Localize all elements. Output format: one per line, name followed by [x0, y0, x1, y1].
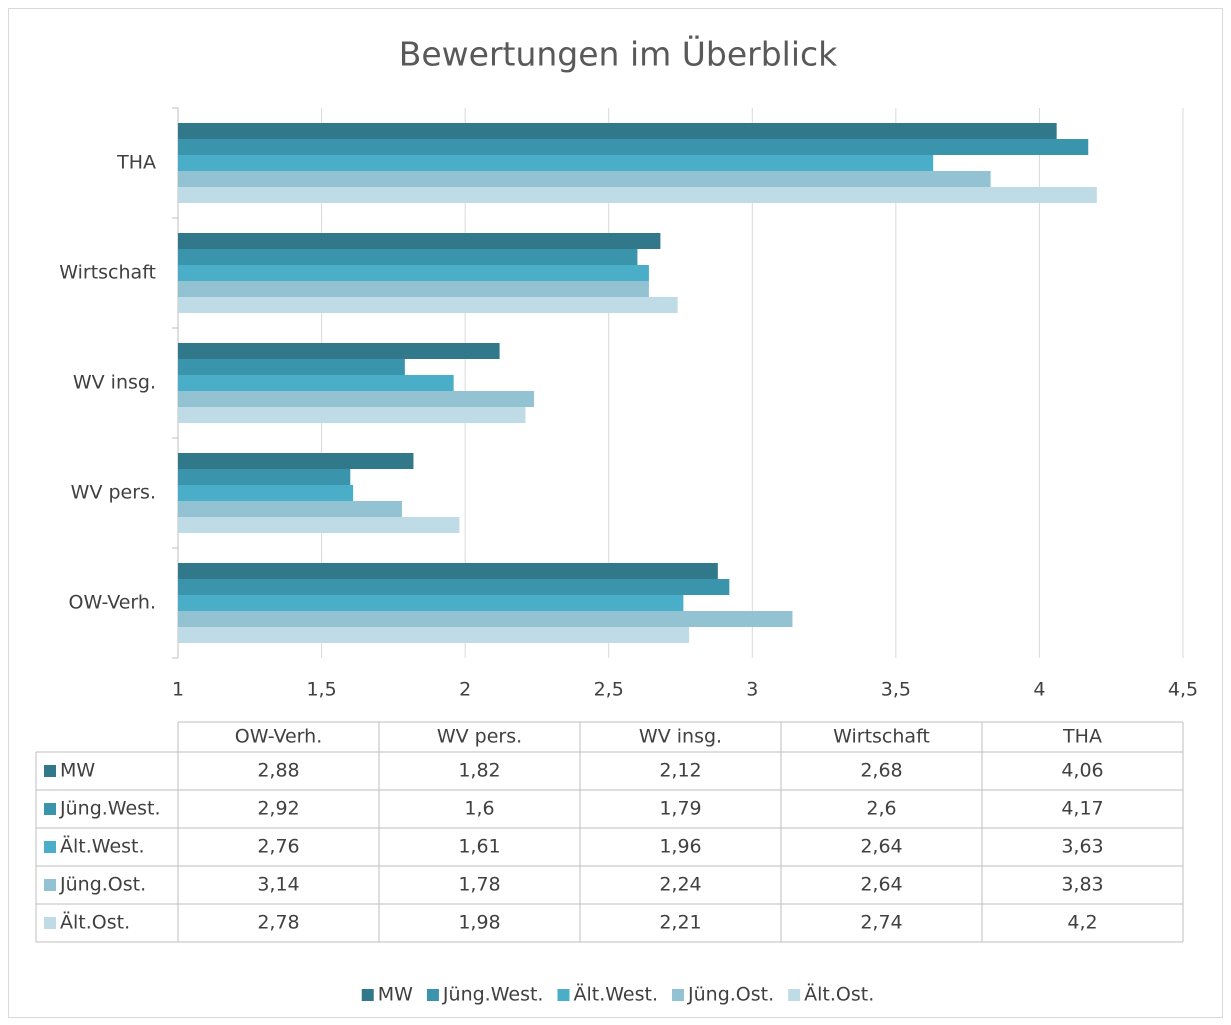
- legend-label: Ält.West.: [573, 983, 658, 1006]
- table-header: WV insg.: [639, 726, 722, 748]
- table-cell: 3,63: [1061, 836, 1103, 858]
- table-cell: 2,74: [860, 912, 902, 934]
- bar: [178, 501, 402, 517]
- bar: [178, 485, 354, 501]
- bar: [178, 611, 793, 627]
- x-tick-label: 3: [746, 679, 758, 701]
- table-cell: 3,14: [257, 874, 299, 896]
- y-tick-label: THA: [116, 152, 156, 174]
- table-cell: 1,79: [659, 798, 701, 820]
- table-row-label: MW: [60, 760, 95, 782]
- table-cell: 2,76: [257, 836, 299, 858]
- bar: [178, 407, 526, 423]
- bar: [178, 249, 638, 265]
- x-tick-label: 1,5: [306, 679, 336, 701]
- y-tick-label: WV insg.: [73, 372, 156, 394]
- x-tick-label: 4,5: [1168, 679, 1198, 701]
- bar: [178, 187, 1097, 203]
- bar: [178, 359, 405, 375]
- table-cell: 1,61: [458, 836, 500, 858]
- x-tick-label: 4: [1033, 679, 1045, 701]
- bar: [178, 563, 718, 579]
- table-cell: 1,6: [464, 798, 494, 820]
- bar: [178, 579, 730, 595]
- table-cell: 2,68: [860, 760, 902, 782]
- table-legend-key: [44, 917, 56, 929]
- bar: [178, 265, 649, 281]
- legend-key: [426, 989, 439, 1001]
- table-cell: 3,83: [1061, 874, 1103, 896]
- table-legend-key: [44, 803, 56, 815]
- table-cell: 1,96: [659, 836, 701, 858]
- table-cell: 2,6: [866, 798, 896, 820]
- legend-label: Jüng.Ost.: [687, 984, 774, 1006]
- bar: [178, 627, 690, 643]
- bar: [178, 595, 684, 611]
- table-cell: 1,82: [458, 760, 500, 782]
- table-cell: 2,64: [860, 836, 902, 858]
- table-header: OW-Verh.: [235, 726, 323, 748]
- table-row-label: Jüng.West.: [59, 798, 161, 820]
- legend-key: [672, 989, 685, 1001]
- y-tick-label: OW-Verh.: [69, 592, 157, 614]
- chart-title: Bewertungen im Überblick: [399, 34, 838, 74]
- table-cell: 2,21: [659, 912, 701, 934]
- x-tick-label: 2,5: [594, 679, 624, 701]
- legend-key: [557, 989, 570, 1001]
- bar: [178, 375, 454, 391]
- bar: [178, 233, 661, 249]
- table-cell: 4,2: [1067, 912, 1097, 934]
- table-header: WV pers.: [437, 726, 522, 748]
- table-cell: 2,92: [257, 798, 299, 820]
- y-tick-label: WV pers.: [71, 482, 156, 504]
- table-row-label: Ält.Ost.: [60, 911, 130, 934]
- legend-label: MW: [378, 984, 413, 1006]
- table-legend-key: [44, 841, 56, 853]
- table-cell: 2,12: [659, 760, 701, 782]
- x-tick-label: 1: [172, 679, 184, 701]
- table-legend-key: [44, 765, 56, 777]
- bar: [178, 139, 1089, 155]
- bar: [178, 297, 678, 313]
- x-tick-label: 2: [459, 679, 471, 701]
- bar: [178, 453, 414, 469]
- table-header: THA: [1062, 726, 1102, 748]
- legend-label: Jüng.West.: [442, 984, 544, 1006]
- bar: [178, 517, 460, 533]
- table-row-label: Ält.West.: [60, 835, 145, 858]
- legend-key: [788, 989, 801, 1001]
- table-cell: 4,17: [1061, 798, 1103, 820]
- legend-label: Ält.Ost.: [804, 983, 874, 1006]
- table-row-label: Jüng.Ost.: [59, 874, 146, 896]
- table-cell: 2,64: [860, 874, 902, 896]
- table-cell: 4,06: [1061, 760, 1103, 782]
- bar: [178, 391, 535, 407]
- table-cell: 2,24: [659, 874, 701, 896]
- table-cell: 1,78: [458, 874, 500, 896]
- bar: [178, 281, 649, 297]
- legend-key: [361, 989, 374, 1001]
- table-cell: 1,98: [458, 912, 500, 934]
- bar: [178, 343, 500, 359]
- bar: [178, 171, 991, 187]
- bar: [178, 469, 351, 485]
- bar: [178, 155, 934, 171]
- x-tick-label: 3,5: [881, 679, 911, 701]
- table-header: Wirtschaft: [833, 726, 930, 748]
- table-cell: 2,88: [257, 760, 299, 782]
- table-cell: 2,78: [257, 912, 299, 934]
- table-legend-key: [44, 879, 56, 891]
- y-tick-label: Wirtschaft: [59, 262, 156, 284]
- bar: [178, 123, 1057, 139]
